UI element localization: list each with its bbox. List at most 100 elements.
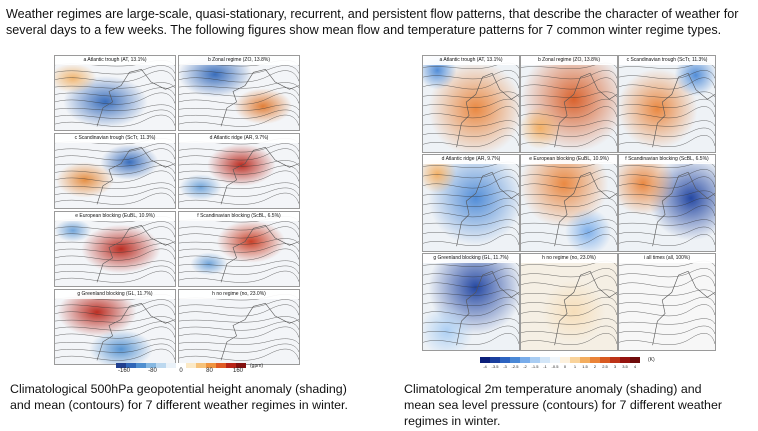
- contour-line: [619, 77, 715, 90]
- contour-line: [179, 143, 299, 153]
- anomaly-shading: [521, 106, 562, 150]
- contour-line: [423, 260, 519, 267]
- contour-line: [619, 234, 715, 246]
- contour-line: [423, 219, 519, 226]
- contour-line: [179, 299, 299, 309]
- contour-line: [423, 205, 519, 218]
- anomaly-shading: [55, 161, 115, 198]
- colorbar-swatch: [620, 357, 630, 363]
- anomaly-shading: [55, 219, 92, 242]
- right-map: [521, 56, 617, 152]
- contour-line: [423, 333, 519, 345]
- contour-line: [521, 190, 617, 197]
- right-map: [619, 260, 715, 346]
- contour-line: [179, 321, 299, 331]
- contour-line: [55, 221, 175, 231]
- contour-line: [619, 325, 715, 335]
- colorbar-tick-label: 2: [593, 364, 597, 369]
- coastline: [554, 270, 617, 346]
- colorbar-swatch: [156, 363, 166, 368]
- left-map: [55, 60, 175, 128]
- right-panel: d Atlantic ridge (AR, 9.7%): [422, 154, 520, 252]
- contour-line: [619, 176, 715, 189]
- colorbar-swatch: [166, 363, 176, 368]
- colorbar-tick-label: -1: [543, 364, 547, 369]
- left-panel: h no regime (no, 23.0%): [178, 289, 300, 365]
- right-map: [423, 56, 519, 152]
- colorbar-swatch: [520, 357, 530, 363]
- left-panel-title: c Scandinavian trough (ScTr, 11.3%): [55, 134, 175, 143]
- contour-line: [521, 205, 617, 218]
- contour-line: [619, 226, 715, 236]
- contour-line: [55, 321, 175, 331]
- contour-line: [55, 226, 175, 239]
- contour-line: [423, 304, 519, 317]
- contour-line: [619, 135, 715, 147]
- contour-line: [55, 70, 175, 83]
- left-panel: f Scandinavian blocking (ScBL, 6.5%): [178, 211, 300, 287]
- contour-line: [179, 70, 299, 83]
- contour-line: [521, 289, 617, 296]
- left-panel: g Greenland blocking (GL, 11.7%): [54, 289, 176, 365]
- contour-line: [521, 219, 617, 226]
- contour-line: [55, 343, 175, 353]
- contour-line: [521, 333, 617, 345]
- contour-line: [179, 338, 299, 345]
- colorbar-swatch: [550, 357, 560, 363]
- contour-line: [521, 120, 617, 127]
- contour-line: [619, 62, 715, 69]
- left-panel-title: g Greenland blocking (GL, 11.7%): [55, 290, 175, 299]
- colorbar-tick-label: -1.5: [531, 364, 539, 369]
- temperature-anomaly-figure: a Atlantic trough (AT, 13.1%) b Zonal reg…: [422, 55, 722, 375]
- contour-line: [179, 316, 299, 323]
- coastline: [652, 72, 715, 148]
- colorbar-swatch: [186, 363, 196, 368]
- contour-line: [619, 98, 715, 108]
- contour-line: [179, 87, 299, 97]
- contour-line: [179, 160, 299, 167]
- contour-line: [423, 226, 519, 236]
- coastline: [652, 270, 715, 346]
- right-colorbar: [480, 357, 640, 363]
- coastline: [96, 68, 175, 127]
- coastline: [96, 146, 175, 205]
- contour-line: [55, 316, 175, 323]
- colorbar-tick-label: 80: [206, 368, 213, 374]
- colorbar-tick-label: -160: [117, 368, 131, 374]
- coastline: [456, 270, 519, 346]
- contour-line: [521, 176, 617, 189]
- right-map: [619, 56, 715, 149]
- anomaly-shading: [57, 290, 137, 337]
- contour-line: [423, 318, 519, 325]
- anomaly-shading: [100, 144, 159, 181]
- left-panel-title: f Scandinavian blocking (ScBL, 6.5%): [179, 212, 299, 221]
- contour-line: [179, 182, 299, 189]
- colorbar-swatch: [500, 357, 510, 363]
- colorbar-tick-label: 3: [613, 364, 617, 369]
- contour-line: [619, 91, 715, 98]
- right-panel-title: g Greenland blocking (GL, 11.7%): [423, 254, 519, 263]
- left-panel: e European blocking (EuBL, 10.9%): [54, 211, 176, 287]
- colorbar-swatch: [610, 357, 620, 363]
- coastline: [220, 146, 299, 205]
- colorbar-swatch: [236, 363, 246, 368]
- contour-line: [521, 275, 617, 288]
- right-panel-title: b Zonal regime (ZO, 13.8%): [521, 56, 617, 65]
- right-panel: c Scandinavian trough (ScTr, 11.3%): [618, 55, 716, 153]
- anomaly-shading: [89, 329, 153, 364]
- anomaly-shading: [81, 224, 161, 274]
- contour-line: [55, 348, 175, 361]
- anomaly-shading: [619, 68, 698, 149]
- contour-line: [619, 296, 715, 306]
- right-colorbar-unit: (K): [648, 357, 655, 363]
- contour-line: [521, 226, 617, 236]
- contour-line: [423, 135, 519, 147]
- coastline: [220, 224, 299, 283]
- contour-line: [179, 109, 299, 119]
- coastline: [456, 171, 519, 247]
- contour-line: [423, 169, 519, 179]
- contour-line: [179, 187, 299, 197]
- coastline: [456, 72, 519, 148]
- coastline: [96, 224, 175, 283]
- colorbar-swatch: [146, 363, 156, 368]
